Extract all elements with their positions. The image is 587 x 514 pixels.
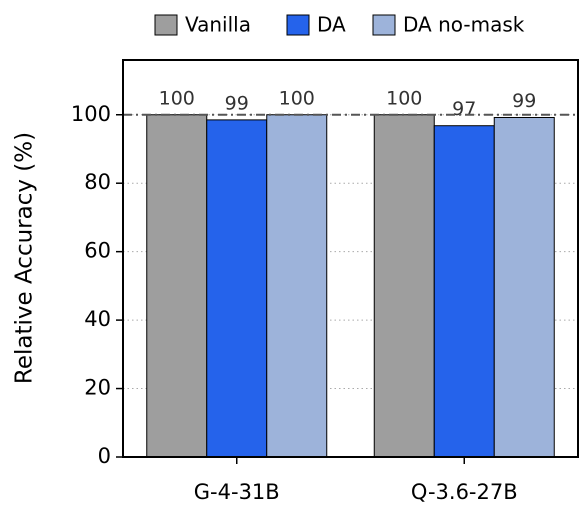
value-label: 97 (452, 98, 476, 120)
legend-swatch (286, 14, 310, 36)
x-tick-label: G-4-31B (194, 480, 280, 504)
legend-label: Vanilla (185, 13, 251, 37)
y-tick-label: 20 (84, 376, 111, 400)
value-label: 100 (386, 87, 422, 109)
value-label: 99 (225, 92, 249, 114)
legend-label: DA (317, 13, 346, 37)
legend-swatch (372, 14, 396, 36)
bar (146, 114, 208, 458)
y-axis-label: Relative Accuracy (%) (12, 132, 38, 384)
y-tick-label: 60 (84, 239, 111, 263)
plot-frame (122, 59, 579, 458)
value-label: 100 (159, 87, 195, 109)
y-tick-label: 0 (98, 444, 111, 468)
y-tick-label: 80 (84, 170, 111, 194)
value-label: 100 (279, 87, 315, 109)
bar (266, 114, 328, 458)
bar (373, 114, 435, 458)
bar (206, 119, 268, 458)
legend-label: DA no-mask (403, 13, 525, 37)
value-label: 99 (512, 90, 536, 112)
bar (433, 125, 495, 458)
legend-swatch (154, 14, 178, 36)
y-tick-label: 40 (84, 307, 111, 331)
x-tick-label: Q-3.6-27B (411, 480, 518, 504)
bar (493, 116, 555, 458)
y-tick-label: 100 (71, 102, 111, 126)
